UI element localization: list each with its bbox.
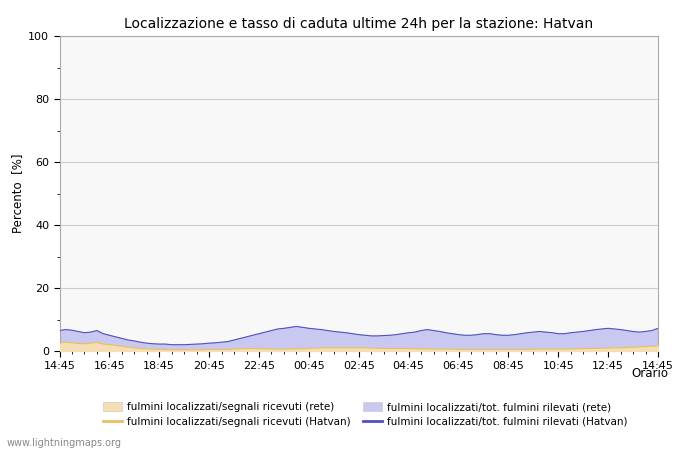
Y-axis label: Percento  [%]: Percento [%] [11, 154, 24, 233]
Title: Localizzazione e tasso di caduta ultime 24h per la stazione: Hatvan: Localizzazione e tasso di caduta ultime … [124, 17, 594, 31]
Text: www.lightningmaps.org: www.lightningmaps.org [7, 438, 122, 448]
Legend: fulmini localizzati/segnali ricevuti (rete), fulmini localizzati/segnali ricevut: fulmini localizzati/segnali ricevuti (re… [103, 402, 628, 427]
Text: Orario: Orario [631, 367, 668, 380]
